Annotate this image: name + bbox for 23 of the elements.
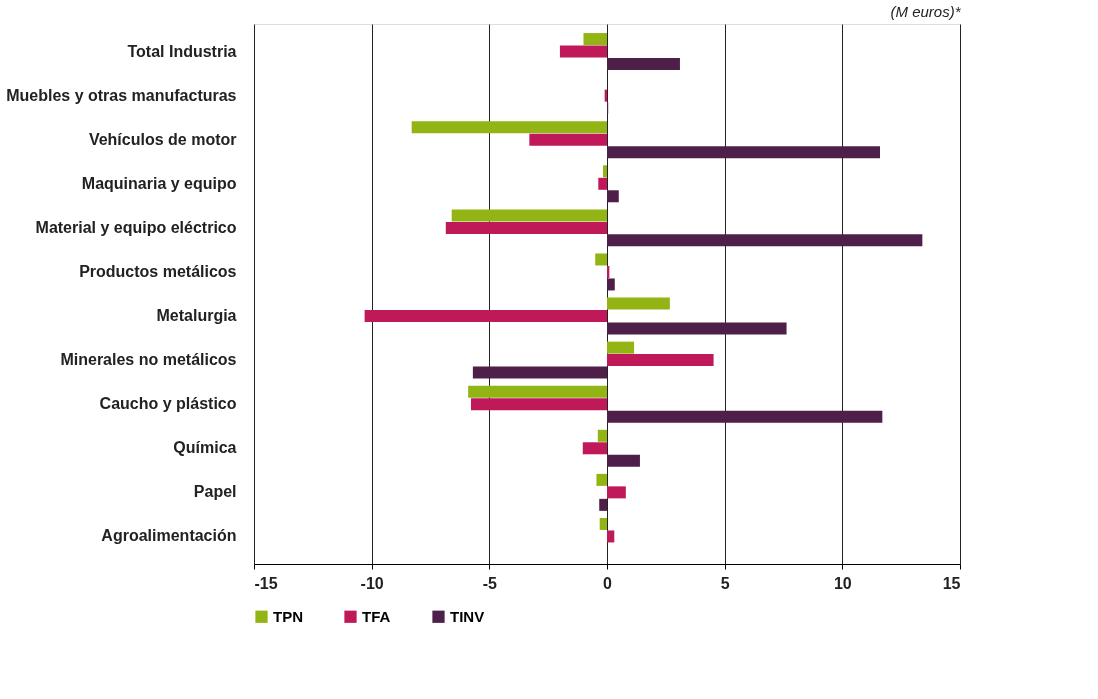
x-tick-label: 5 bbox=[720, 574, 730, 592]
y-tick-label: Caucho y plástico bbox=[99, 395, 237, 413]
text: (M euros)* bbox=[890, 3, 962, 20]
y-tick-label: Vehículos de motor bbox=[88, 130, 237, 148]
y-tick-label: Papel bbox=[193, 483, 237, 501]
y-tick-label: Maquinaria y equipo bbox=[81, 174, 237, 192]
y-tick-label: Total Industria bbox=[127, 42, 237, 60]
x-tick-label: 15 bbox=[942, 574, 961, 592]
y-tick-label: Minerales no metálicos bbox=[60, 351, 237, 369]
x-tick-label: -15 bbox=[254, 574, 278, 592]
y-tick-label: Material y equipo eléctrico bbox=[35, 218, 237, 236]
x-tick-label: -5 bbox=[482, 574, 498, 592]
y-tick-label: Muebles y otras manufacturas bbox=[6, 86, 237, 104]
legend-label: TPN bbox=[273, 607, 303, 625]
y-tick-label: Metalurgia bbox=[156, 307, 237, 325]
x-tick-label: -10 bbox=[360, 574, 384, 592]
legend-label: TINV bbox=[450, 607, 485, 625]
x-tick-label: 0 bbox=[603, 574, 613, 592]
y-tick-label: Agroalimentación bbox=[101, 527, 237, 545]
legend-label: TFA bbox=[362, 607, 391, 625]
y-tick-label: Productos metálicos bbox=[79, 262, 237, 280]
x-tick-label: 10 bbox=[833, 574, 852, 592]
y-tick-label: Química bbox=[173, 439, 237, 457]
